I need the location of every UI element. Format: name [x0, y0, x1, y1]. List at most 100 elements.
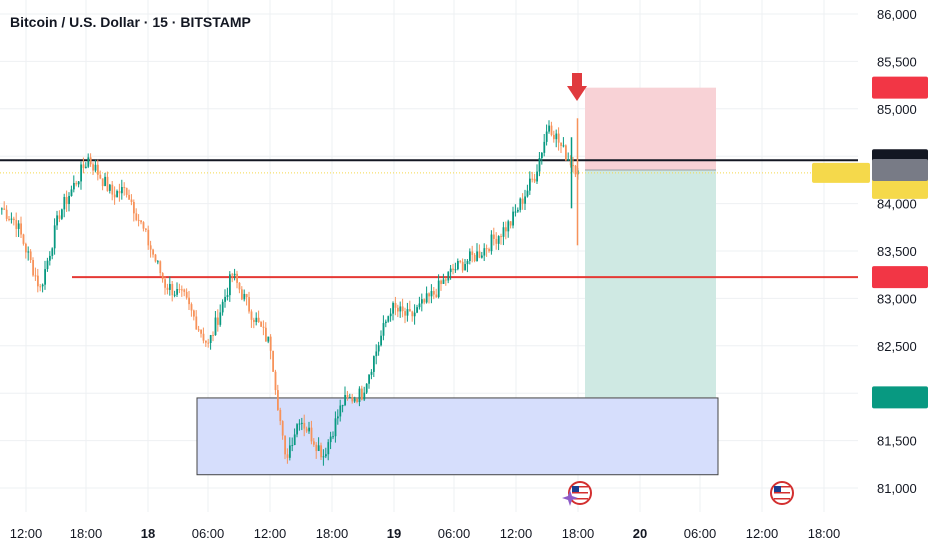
- candle: [106, 171, 109, 192]
- candle-body: [289, 445, 291, 458]
- candle: [447, 271, 450, 284]
- flag-canton: [572, 486, 579, 492]
- candle-body: [399, 306, 402, 312]
- candle: [341, 404, 344, 413]
- candle-body: [27, 251, 30, 253]
- candle: [195, 310, 198, 330]
- candle: [233, 268, 236, 281]
- candle-body: [10, 218, 13, 220]
- candle-body: [44, 269, 46, 285]
- y-tick-label: 85,500: [877, 54, 917, 69]
- candle: [123, 182, 126, 196]
- candle: [550, 121, 553, 137]
- x-tick-label: 06:00: [192, 526, 225, 541]
- demand-zone: [196, 397, 719, 476]
- candle: [454, 262, 457, 273]
- candle: [493, 227, 495, 246]
- candle: [68, 192, 70, 212]
- candle-body: [245, 293, 248, 298]
- candle: [380, 330, 382, 347]
- candle-body: [541, 152, 543, 159]
- candle: [113, 186, 116, 205]
- candle: [418, 296, 421, 310]
- candle: [548, 120, 550, 134]
- candle-body: [106, 176, 109, 191]
- candle-body: [137, 219, 140, 221]
- us-flag-event-icon: [770, 481, 794, 505]
- candle-body: [473, 254, 476, 261]
- price-badge-support: [872, 266, 928, 289]
- candle: [29, 249, 32, 263]
- candle-body: [447, 272, 450, 281]
- candle: [243, 289, 246, 302]
- candle: [524, 189, 526, 211]
- candle: [238, 282, 241, 294]
- candle-body: [349, 397, 351, 399]
- candle: [505, 221, 507, 240]
- y-tick-label: 83,500: [877, 244, 917, 259]
- candle-body: [77, 181, 80, 185]
- candle: [269, 334, 272, 360]
- candle-body: [195, 316, 198, 330]
- y-tick-label: 84,000: [877, 197, 917, 212]
- candle-body: [375, 351, 378, 357]
- candle-body: [73, 182, 75, 190]
- candle-body: [243, 293, 246, 300]
- candle: [63, 193, 66, 218]
- candle: [322, 449, 325, 466]
- candle-body: [531, 178, 534, 180]
- candle: [142, 221, 145, 232]
- candle: [293, 428, 296, 446]
- candle: [411, 310, 414, 322]
- candle: [437, 274, 440, 299]
- candle: [73, 175, 75, 193]
- candle: [221, 299, 224, 316]
- candle: [118, 183, 121, 202]
- candle: [526, 184, 529, 198]
- candle: [382, 315, 385, 341]
- candle-body: [370, 371, 373, 375]
- candle: [519, 197, 522, 213]
- candle-body: [166, 287, 169, 290]
- candle-body: [416, 307, 418, 313]
- candle-body: [341, 405, 344, 407]
- candle: [77, 180, 80, 188]
- candle-body: [301, 422, 303, 424]
- candle: [452, 263, 454, 275]
- candle-body: [109, 184, 111, 191]
- candle: [217, 309, 219, 332]
- candles: [1, 120, 579, 466]
- symbol-badge: [812, 162, 870, 183]
- candle: [560, 142, 562, 154]
- candle: [159, 260, 162, 276]
- candle-body: [524, 196, 526, 204]
- candle: [104, 172, 106, 187]
- candle: [286, 448, 289, 464]
- candle-body: [159, 261, 162, 274]
- candle: [125, 187, 128, 198]
- candle-body: [68, 195, 70, 205]
- candle: [509, 221, 512, 229]
- candle-body: [389, 313, 392, 317]
- candle-body: [291, 445, 294, 447]
- candle-body: [145, 228, 147, 230]
- candle-body: [332, 436, 334, 438]
- candle-body: [101, 178, 104, 187]
- candle-body: [313, 441, 315, 445]
- candle-body: [514, 211, 517, 213]
- candle: [214, 311, 217, 336]
- candle: [291, 437, 294, 452]
- candle-body: [457, 260, 459, 270]
- candle-body: [517, 209, 519, 212]
- candle: [157, 260, 159, 265]
- candle: [404, 307, 406, 324]
- candle-body: [39, 286, 42, 288]
- candle: [178, 283, 181, 294]
- candle-body: [310, 427, 313, 442]
- candle: [315, 442, 318, 459]
- candle-body: [411, 311, 414, 317]
- candle: [140, 220, 142, 225]
- candle-body: [574, 165, 577, 175]
